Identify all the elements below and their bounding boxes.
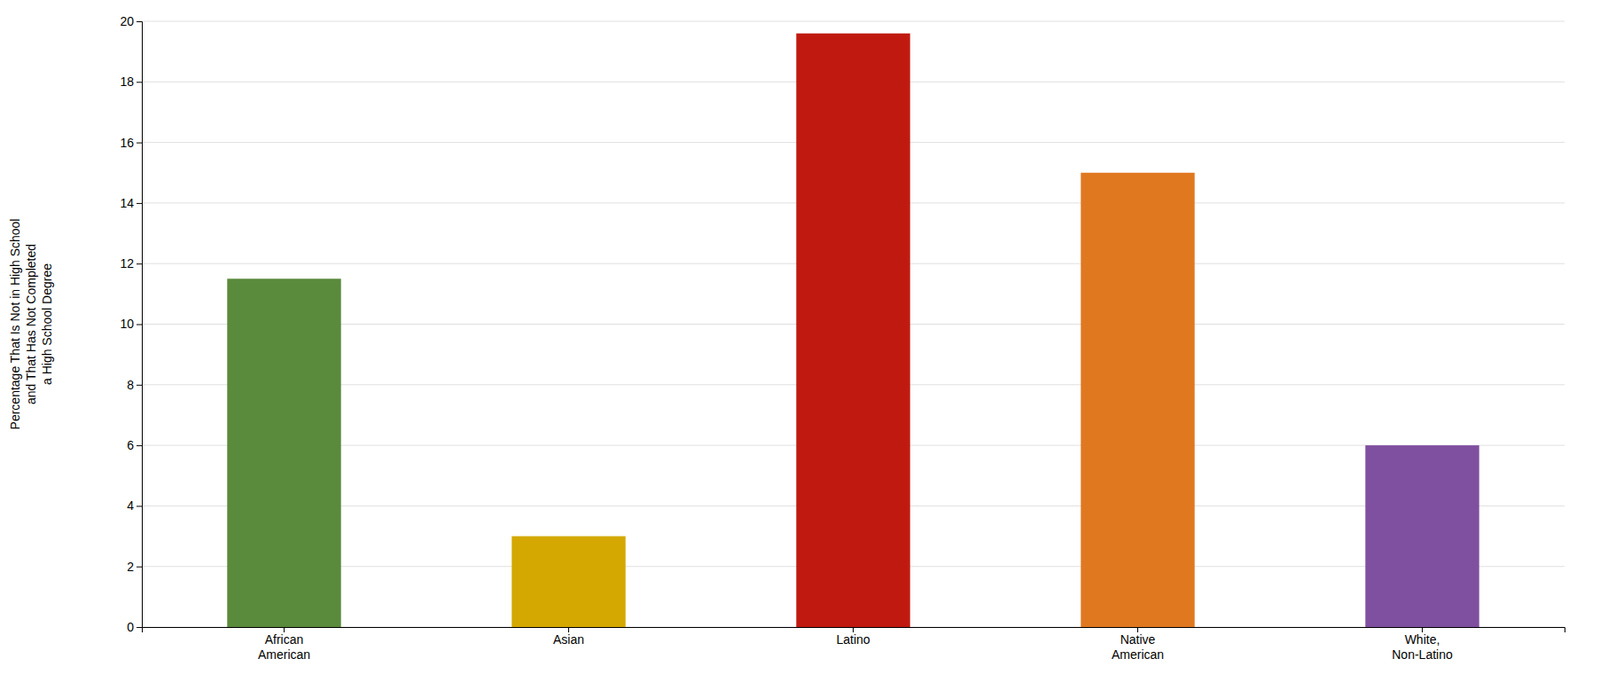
y-tick-mark	[136, 444, 142, 446]
x-tick-label: NativeAmerican	[1111, 632, 1164, 662]
y-tick: 10	[119, 316, 142, 331]
y-tick-mark	[136, 566, 142, 568]
x-tick-label-line: American	[1111, 647, 1164, 662]
y-tick: 18	[119, 74, 142, 89]
x-tick-label: Asian	[553, 632, 585, 647]
grid-line	[141, 21, 1565, 23]
x-tick-label: Latino	[835, 632, 870, 647]
x-tick-label-line: African	[265, 632, 305, 647]
x-tick-label-line: Latino	[835, 632, 870, 647]
y-tick-mark	[136, 21, 142, 23]
x-tick: White,Non-Latino	[1391, 626, 1453, 662]
y-tick: 4	[126, 498, 142, 513]
x-tick-label-line: Native	[1120, 632, 1156, 647]
y-tick-mark	[136, 263, 142, 265]
y-tick-mark	[136, 505, 142, 507]
y-tick-mark	[136, 384, 142, 386]
x-tick-label: White,Non-Latino	[1391, 632, 1453, 662]
y-axis-title: Percentage That Is Not in High Schooland…	[7, 218, 55, 430]
y-tick: 14	[119, 195, 142, 211]
plot: 02468101214161820AfricanAmericanAsianLat…	[7, 14, 1566, 662]
x-tick-label-line: Asian	[553, 632, 585, 647]
y-tick-mark	[136, 324, 142, 326]
y-tick: 16	[119, 135, 142, 150]
y-axis-line	[136, 22, 143, 628]
y-tick-label: 2	[126, 559, 134, 574]
y-tick-mark	[136, 626, 142, 628]
y-axis-title-line: Percentage That Is Not in High School	[7, 218, 23, 430]
y-tick-label: 18	[119, 74, 134, 89]
y-axis: 0 2 4 6 8 10 12 14 16 18 20	[119, 14, 142, 634]
y-tick: 12	[119, 256, 142, 271]
y-tick-mark	[136, 202, 142, 204]
y-tick-mark	[136, 142, 142, 144]
chart: 02468101214161820AfricanAmericanAsianLat…	[0, 0, 1600, 698]
bars	[226, 33, 1479, 627]
y-tick: 0	[126, 619, 142, 634]
y-tick: 20	[119, 14, 142, 29]
y-tick-label: 10	[119, 316, 134, 331]
y-tick-label: 12	[119, 256, 134, 271]
y-tick-label: 20	[119, 14, 134, 29]
y-tick: 8	[126, 377, 142, 392]
y-tick-label: 8	[126, 377, 134, 392]
y-axis-title-line: and That Has Not Completed	[23, 243, 39, 405]
x-axis: AfricanAmericanAsianLatinoNativeAmerican…	[142, 626, 1566, 662]
y-tick: 2	[126, 559, 142, 574]
x-tick-label: AfricanAmerican	[257, 632, 311, 662]
x-tick: Asian	[553, 626, 585, 647]
x-tick-label-line: White,	[1404, 632, 1441, 647]
bar	[226, 278, 341, 627]
y-tick-label: 16	[119, 135, 134, 150]
y-tick-label: 6	[126, 437, 134, 453]
x-tick-label-line: American	[257, 647, 311, 662]
bar	[1080, 172, 1195, 627]
x-tick-label-line: Non-Latino	[1391, 647, 1453, 662]
bar	[1365, 444, 1479, 627]
x-tick: Latino	[835, 626, 870, 647]
y-tick-label: 4	[126, 498, 134, 513]
x-tick: AfricanAmerican	[257, 626, 311, 662]
grid	[141, 21, 1565, 627]
bar	[511, 536, 625, 627]
bar	[796, 33, 910, 627]
y-tick-mark	[136, 81, 142, 83]
y-tick-label: 0	[126, 619, 134, 634]
y-tick-label: 14	[119, 195, 134, 211]
x-tick: NativeAmerican	[1111, 626, 1164, 662]
y-axis-title-line: a High School Degree	[39, 263, 55, 385]
y-tick: 6	[126, 437, 142, 453]
